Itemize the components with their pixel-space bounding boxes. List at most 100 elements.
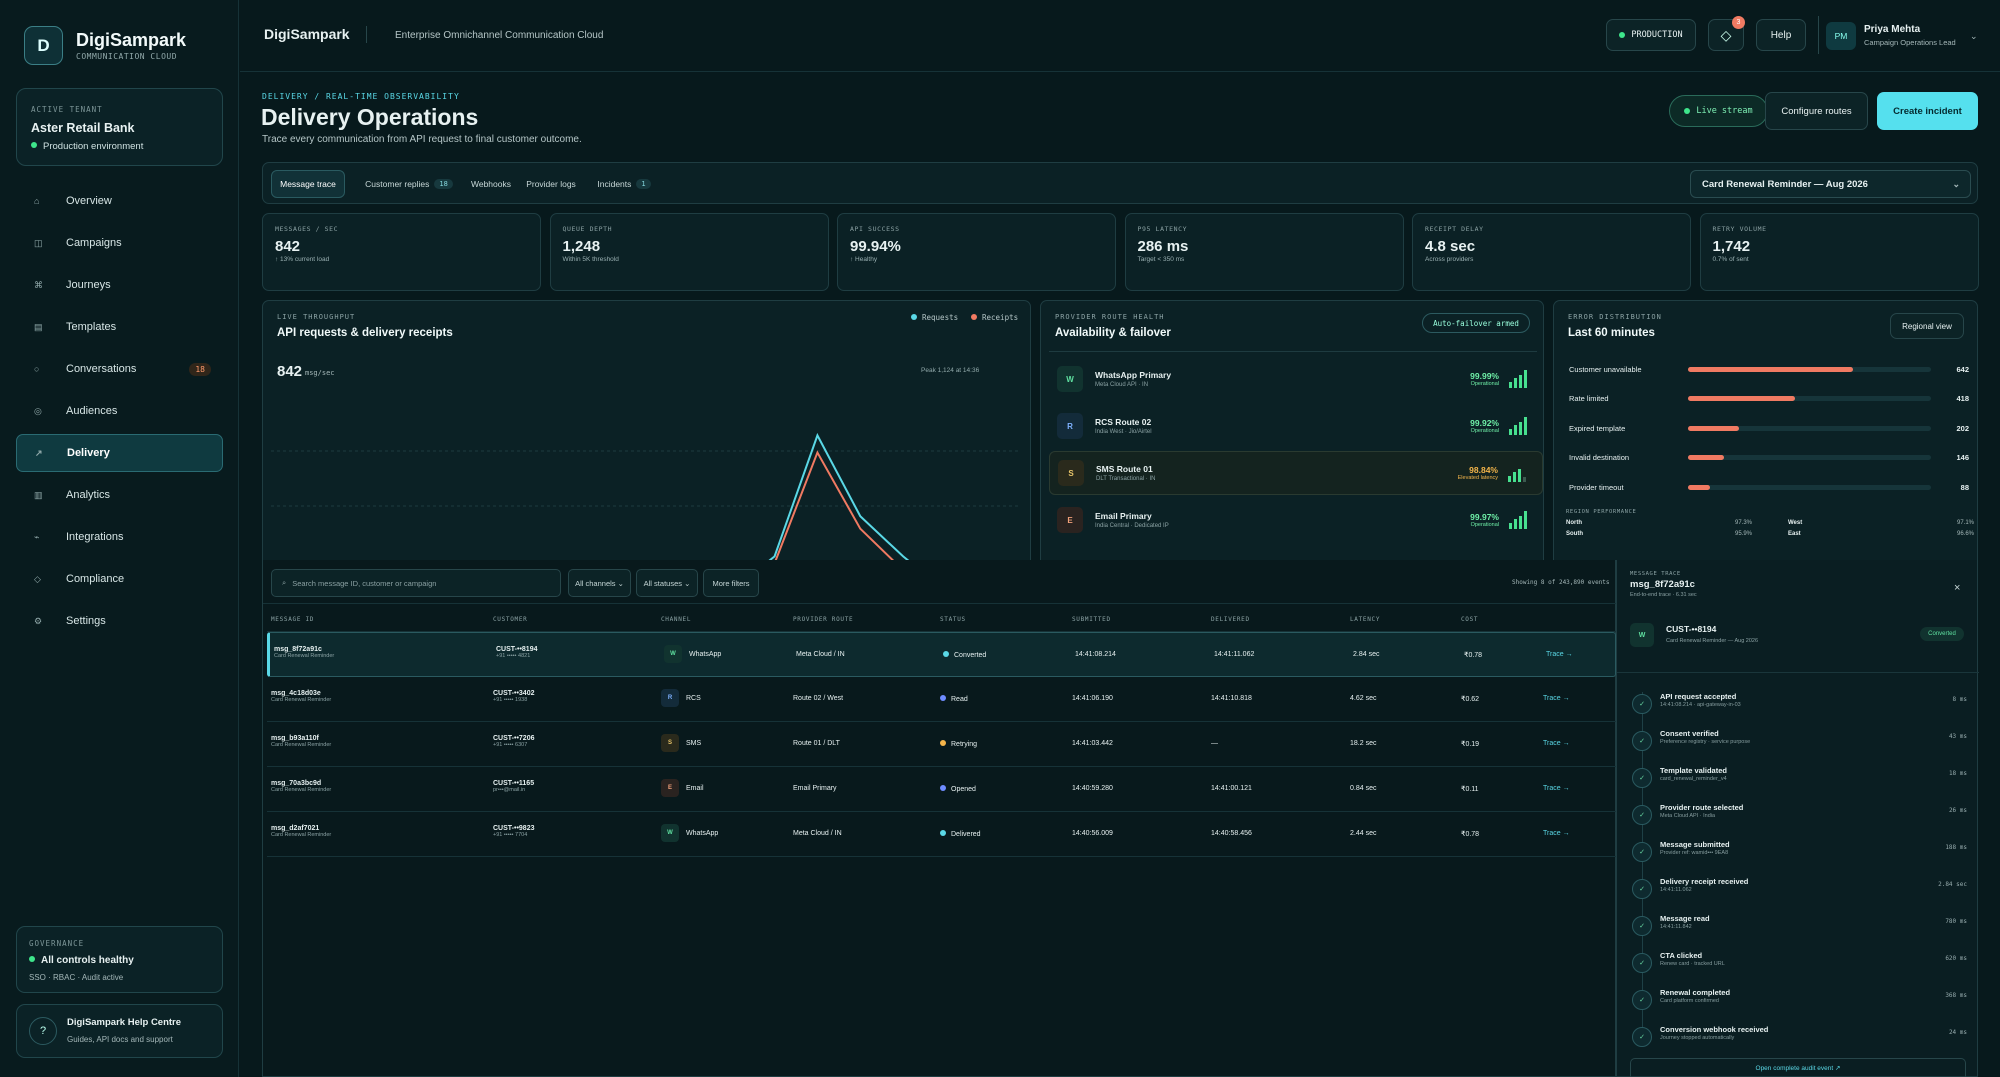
env-badge[interactable]: PRODUCTION [1606,19,1696,51]
more-filters-button[interactable]: More filters [703,569,759,597]
channel-icon: W [664,645,682,663]
table-row[interactable]: msg_d2af7021 Card Renewal Reminder CUST-••… [267,812,1616,857]
provider-route-row[interactable]: R RCS Route 02 India West · Jio/Airtel 99.9… [1049,404,1543,448]
error-row: Invalid destination 146 [1569,449,1969,467]
column-header[interactable]: PROVIDER ROUTE [793,616,854,623]
help-button[interactable]: Help [1756,19,1806,51]
column-header[interactable]: CHANNEL [661,616,692,623]
cell-submitted: 14:41:06.190 [1072,695,1113,702]
tabs-bar: Message trace Customer replies 18 Webhooks P… [262,162,1978,204]
regional-view-button[interactable]: Regional view [1890,313,1964,339]
failover-badge: Auto-failover armed [1422,313,1530,333]
column-header[interactable]: LATENCY [1350,616,1381,623]
channel-name: WhatsApp [686,829,719,837]
signal-bar [1514,425,1517,435]
route-avatar: E [1057,507,1083,533]
table-row[interactable]: msg_4c18d03e Card Renewal Reminder CUST-••… [267,677,1616,722]
cell-channel: W WhatsApp [664,645,721,663]
trace-link[interactable]: Trace → [1543,695,1570,702]
metric-label: MESSAGES / SEC [275,225,339,233]
sidebar-item-conversations[interactable]: ○ Conversations 18 [16,350,223,388]
journey-icon: ⌘ [34,279,43,290]
sidebar-item-audiences[interactable]: ◎ Audiences [16,392,223,430]
step-duration: 8 ms [1952,696,1967,703]
error-count: 88 [1960,482,1969,492]
column-header[interactable]: COST [1461,616,1479,623]
timeline-line [1642,692,1643,1032]
tab-provider-logs[interactable]: Provider logs [521,170,581,198]
close-icon[interactable]: × [1954,582,1961,594]
sidebar-item-journeys[interactable]: ⌘ Journeys [16,266,223,304]
metric-label: API SUCCESS [850,225,900,233]
sidebar-item-overview[interactable]: ⌂ Overview [16,182,223,220]
table-row[interactable]: msg_8f72a91c Card Renewal Reminder CUST-••… [267,632,1616,677]
signal-bars-icon [1509,511,1529,529]
region-name: North [1566,520,1582,526]
tab-message-trace[interactable]: Message trace [271,170,345,198]
provider-route-row[interactable]: E Email Primary India Central · Dedicated … [1049,498,1543,542]
message-campaign: Card Renewal Reminder [271,832,332,838]
tab-customer-replies[interactable]: Customer replies 18 [355,170,463,198]
customer-contact: +91 ••••• 6307 [493,742,528,748]
configure-routes-button[interactable]: Configure routes [1765,92,1868,130]
table-row[interactable]: msg_b93a110f Card Renewal Reminder CUST-••… [267,722,1616,767]
trace-link[interactable]: Trace → [1546,651,1573,658]
divider [366,26,367,43]
sidebar-item-label: Analytics [66,489,111,501]
chevron-down-icon[interactable]: ⌄ [1970,31,1978,41]
tab-webhooks[interactable]: Webhooks [469,170,513,198]
column-header[interactable]: CUSTOMER [493,616,528,623]
tab-label: Message trace [280,179,336,189]
route-avatar: S [1058,460,1084,486]
cell-customer: CUST-••3402 +91 ••••• 1938 [493,690,534,703]
user-name[interactable]: Priya Mehta [1864,24,1921,35]
customer-id: CUST-••1165 [493,780,535,787]
column-header[interactable]: MESSAGE ID [271,616,315,623]
trace-link[interactable]: Trace → [1543,785,1570,792]
sidebar-item-delivery[interactable]: ↗ Delivery [16,434,223,472]
trace-link[interactable]: Trace → [1543,740,1570,747]
tab-incidents[interactable]: Incidents 1 [597,170,651,198]
error-label: Invalid destination [1569,453,1630,462]
metric-sub: Across providers [1425,256,1474,263]
channel-filter[interactable]: All channels ⌄ [568,569,631,597]
page-subtitle: Trace every communication from API reque… [262,134,582,145]
sidebar-item-compliance[interactable]: ◇ Compliance [16,560,223,598]
provider-route-row[interactable]: S SMS Route 01 DLT Transactional · IN 98.84… [1049,451,1543,495]
step-duration: 188 ms [1945,844,1967,851]
error-bar-track [1688,484,1931,490]
status-filter[interactable]: All statuses ⌄ [636,569,698,597]
tenant-card[interactable]: ACTIVE TENANT Aster Retail Bank Producti… [16,88,223,166]
search-input[interactable]: ⌕ Search message ID, customer or campaign [271,569,561,597]
create-incident-button[interactable]: Create incident [1877,92,1978,130]
column-header[interactable]: DELIVERED [1211,616,1250,623]
audit-event-link[interactable]: Open complete audit event ↗ [1630,1058,1966,1077]
sidebar-item-integrations[interactable]: ⌁ Integrations [16,518,223,556]
campaign-select[interactable]: Card Renewal Reminder — Aug 2026 ⌄ [1690,170,1971,198]
series-line-receipts [774,450,896,561]
route-avatar: R [1057,413,1083,439]
provider-route-row[interactable]: W WhatsApp Primary Meta Cloud API · IN 99.9… [1049,357,1543,401]
help-centre-card[interactable]: ? DigiSampark Help Centre Guides, API do… [16,1004,223,1058]
metric-sub: Within 5K threshold [562,256,619,263]
sidebar-item-settings[interactable]: ⚙ Settings [16,602,223,640]
sidebar-item-campaigns[interactable]: ◫ Campaigns [16,224,223,262]
sidebar-item-label: Conversations [66,363,137,375]
sidebar-item-analytics[interactable]: ▥ Analytics [16,476,223,514]
table-row[interactable]: msg_70a3bc9d Card Renewal Reminder CUST-••… [267,767,1616,812]
user-avatar[interactable]: PM [1826,22,1856,50]
column-header[interactable]: STATUS [940,616,966,623]
route-health: 98.84% Elevated latency [1458,465,1498,481]
check-icon: ✓ [1632,916,1652,936]
sidebar-item-templates[interactable]: ▤ Templates [16,308,223,346]
error-row: Expired template 202 [1569,419,1969,437]
tenant-label: ACTIVE TENANT [31,105,103,114]
throughput-unit: msg/sec [305,369,335,377]
error-bar-fill [1688,484,1710,490]
column-header[interactable]: SUBMITTED [1072,616,1111,623]
live-stream-toggle[interactable]: Live stream [1669,95,1768,127]
cell-route: Route 02 / West [793,695,844,702]
trace-link[interactable]: Trace → [1543,830,1570,837]
breadcrumb[interactable]: DELIVERY / REAL-TIME OBSERVABILITY [262,92,460,101]
error-bar-track [1688,425,1931,431]
